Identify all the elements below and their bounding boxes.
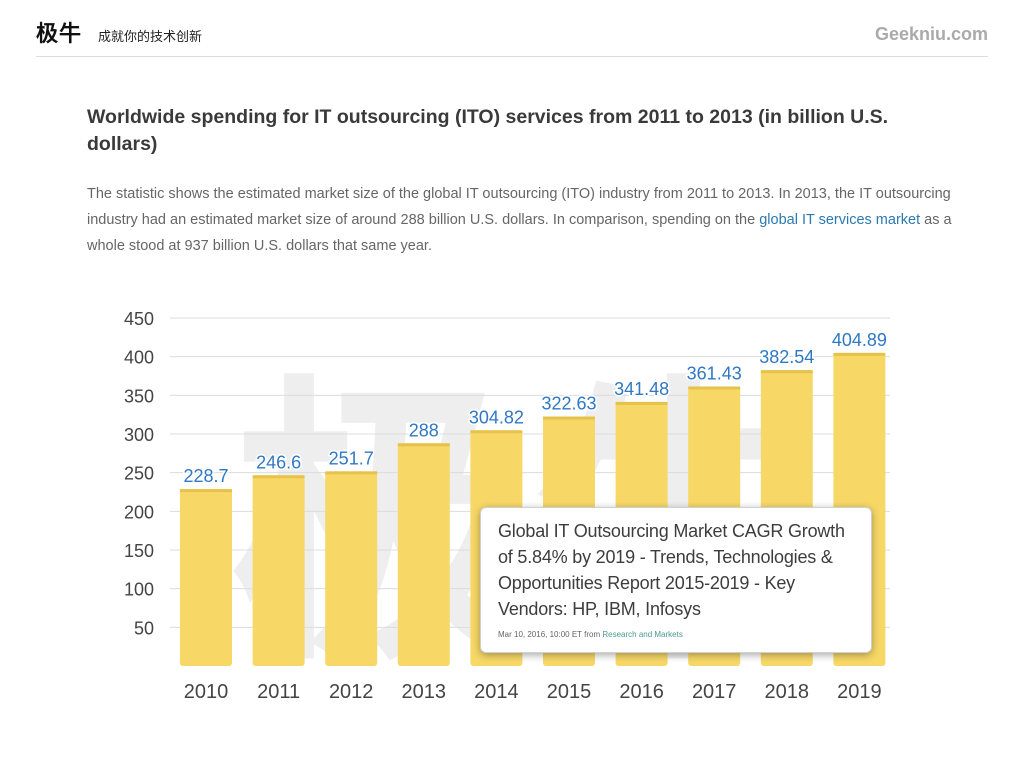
y-tick-label: 400 xyxy=(124,348,154,368)
brand-slogan: 成就你的技术创新 xyxy=(98,30,203,45)
page-title: Worldwide spending for IT outsourcing (I… xyxy=(87,106,889,155)
description: The statistic shows the estimated market… xyxy=(87,181,952,259)
data-label: 382.54 xyxy=(759,347,814,367)
y-tick-label: 200 xyxy=(124,502,154,522)
bar-top-edge xyxy=(688,386,741,390)
x-tick-label: 2014 xyxy=(474,681,519,703)
y-tick-label: 150 xyxy=(124,541,154,561)
x-tick-label: 2012 xyxy=(329,681,374,703)
x-tick-label: 2015 xyxy=(547,681,592,703)
bar-top-edge xyxy=(180,489,232,493)
description-text-2: as a whole stood at 937 billion U.S. dol… xyxy=(87,212,952,254)
bar-top-edge xyxy=(543,416,595,420)
data-label: 251.7 xyxy=(329,448,374,468)
header-divider xyxy=(36,56,988,57)
site-name[interactable]: Geekniu.com xyxy=(874,24,988,44)
data-label: 361.43 xyxy=(687,363,742,383)
x-tick-label: 2019 xyxy=(837,681,882,703)
news-source-link[interactable]: Research and Markets xyxy=(602,630,683,639)
x-tick-label: 2010 xyxy=(184,681,229,703)
data-label: 404.89 xyxy=(832,330,887,350)
bar-top-edge xyxy=(397,443,450,447)
bar-top-edge xyxy=(615,401,668,405)
bar-top-edge xyxy=(470,430,523,434)
news-date: Mar 10, 2016, 10:00 ET from xyxy=(498,630,603,639)
y-tick-label: 250 xyxy=(124,464,154,484)
data-label: 341.48 xyxy=(614,379,669,399)
global-it-services-link[interactable]: global IT services market xyxy=(759,212,921,228)
news-headline[interactable]: Global IT Outsourcing Market CAGR Growth… xyxy=(498,521,845,619)
data-label: 228.7 xyxy=(183,466,228,486)
bar-top-edge xyxy=(760,370,813,374)
y-tick-label: 300 xyxy=(124,425,154,445)
description-text-1: The statistic shows the estimated market… xyxy=(87,186,951,228)
news-card[interactable]: Global IT Outsourcing Market CAGR Growth… xyxy=(480,507,872,653)
header: 极牛 成就你的技术创新 Geekniu.com xyxy=(0,0,1024,58)
x-tick-label: 2011 xyxy=(257,681,300,703)
brand-logo[interactable]: 极牛 xyxy=(36,22,83,47)
x-tick-label: 2017 xyxy=(692,681,737,703)
data-label: 288 xyxy=(409,420,439,440)
y-tick-label: 450 xyxy=(124,309,154,329)
bar xyxy=(180,489,232,666)
bar-top-edge xyxy=(325,471,378,475)
bar-top-edge xyxy=(833,352,886,356)
bar-top-edge xyxy=(252,475,305,479)
news-meta: Mar 10, 2016, 10:00 ET from Research and… xyxy=(498,630,857,639)
y-tick-label: 100 xyxy=(124,580,154,600)
x-tick-label: 2013 xyxy=(402,681,447,703)
bar xyxy=(325,471,378,666)
x-tick-label: 2016 xyxy=(619,681,664,703)
data-label: 246.6 xyxy=(256,452,301,472)
bar xyxy=(252,475,305,666)
data-label: 322.63 xyxy=(541,393,596,413)
y-tick-label: 350 xyxy=(124,386,154,406)
y-tick-label: 50 xyxy=(134,618,154,638)
bar xyxy=(397,443,450,666)
data-label: 304.82 xyxy=(469,407,524,427)
x-tick-label: 2018 xyxy=(765,681,810,703)
